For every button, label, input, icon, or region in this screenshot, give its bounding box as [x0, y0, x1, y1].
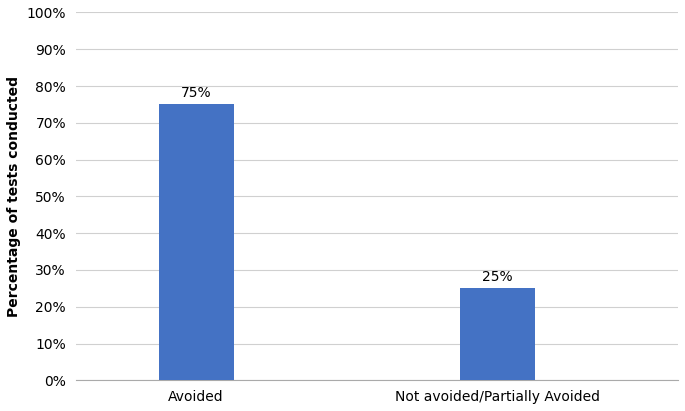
Bar	[158, 104, 234, 380]
Text: 75%: 75%	[181, 86, 212, 100]
Text: 25%: 25%	[482, 270, 512, 284]
Bar	[460, 289, 535, 380]
Y-axis label: Percentage of tests conducted: Percentage of tests conducted	[7, 76, 21, 317]
